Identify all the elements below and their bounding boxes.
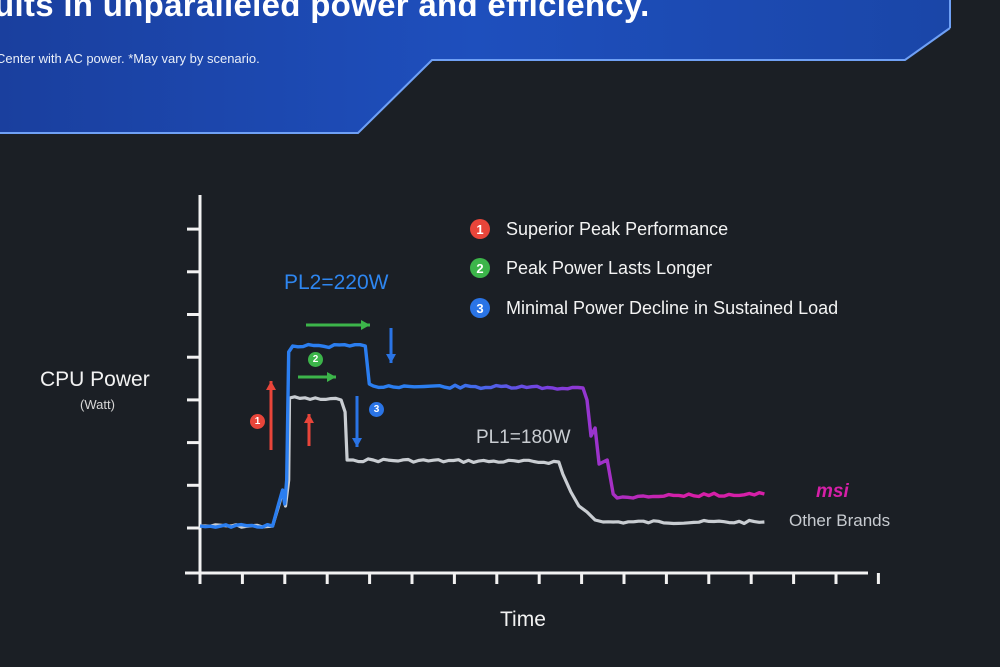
step-badge-3: 3 [369,402,384,417]
arrow-peak-up-msi [266,381,276,450]
arrow-decline-msi [386,328,396,363]
legend-text-3: Minimal Power Decline in Sustained Load [506,297,839,318]
arrow-peak-duration-other [298,372,336,382]
legend-badge-3: 3 [470,298,490,318]
legend-item-1: 1 Superior Peak Performance [470,217,728,241]
series-line-msi [199,342,765,529]
arrow-peak-duration-msi [306,320,370,330]
step-badge-1: 1 [250,414,265,429]
legend-item-3: 3 Minimal Power Decline in Sustained Loa… [470,296,838,320]
pl1-annotation: PL1=180W [476,427,571,448]
legend-text-1: Superior Peak Performance [506,218,729,239]
legend-badge-1: 1 [470,219,490,239]
pl2-annotation: PL2=220W [284,271,389,294]
y-axis-unit: (Watt) [80,397,115,412]
y-axis-label: CPU Power [40,368,150,391]
banner-footnote: Center with AC power. *May vary by scena… [0,51,260,66]
series-label-msi: msi [816,481,849,502]
arrow-peak-up-other [304,414,314,446]
arrow-decline-other [352,396,362,447]
series-label-other-brands: Other Brands [789,511,891,530]
legend-text-2: Peak Power Lasts Longer [506,257,713,278]
legend-item-2: 2 Peak Power Lasts Longer [470,256,712,280]
legend-badge-2: 2 [470,258,490,278]
banner-headline: ults in unparalleled power and efficienc… [0,0,650,23]
step-badge-2: 2 [308,352,323,367]
series-line-other-brands [200,395,765,529]
x-axis-label: Time [500,608,546,631]
